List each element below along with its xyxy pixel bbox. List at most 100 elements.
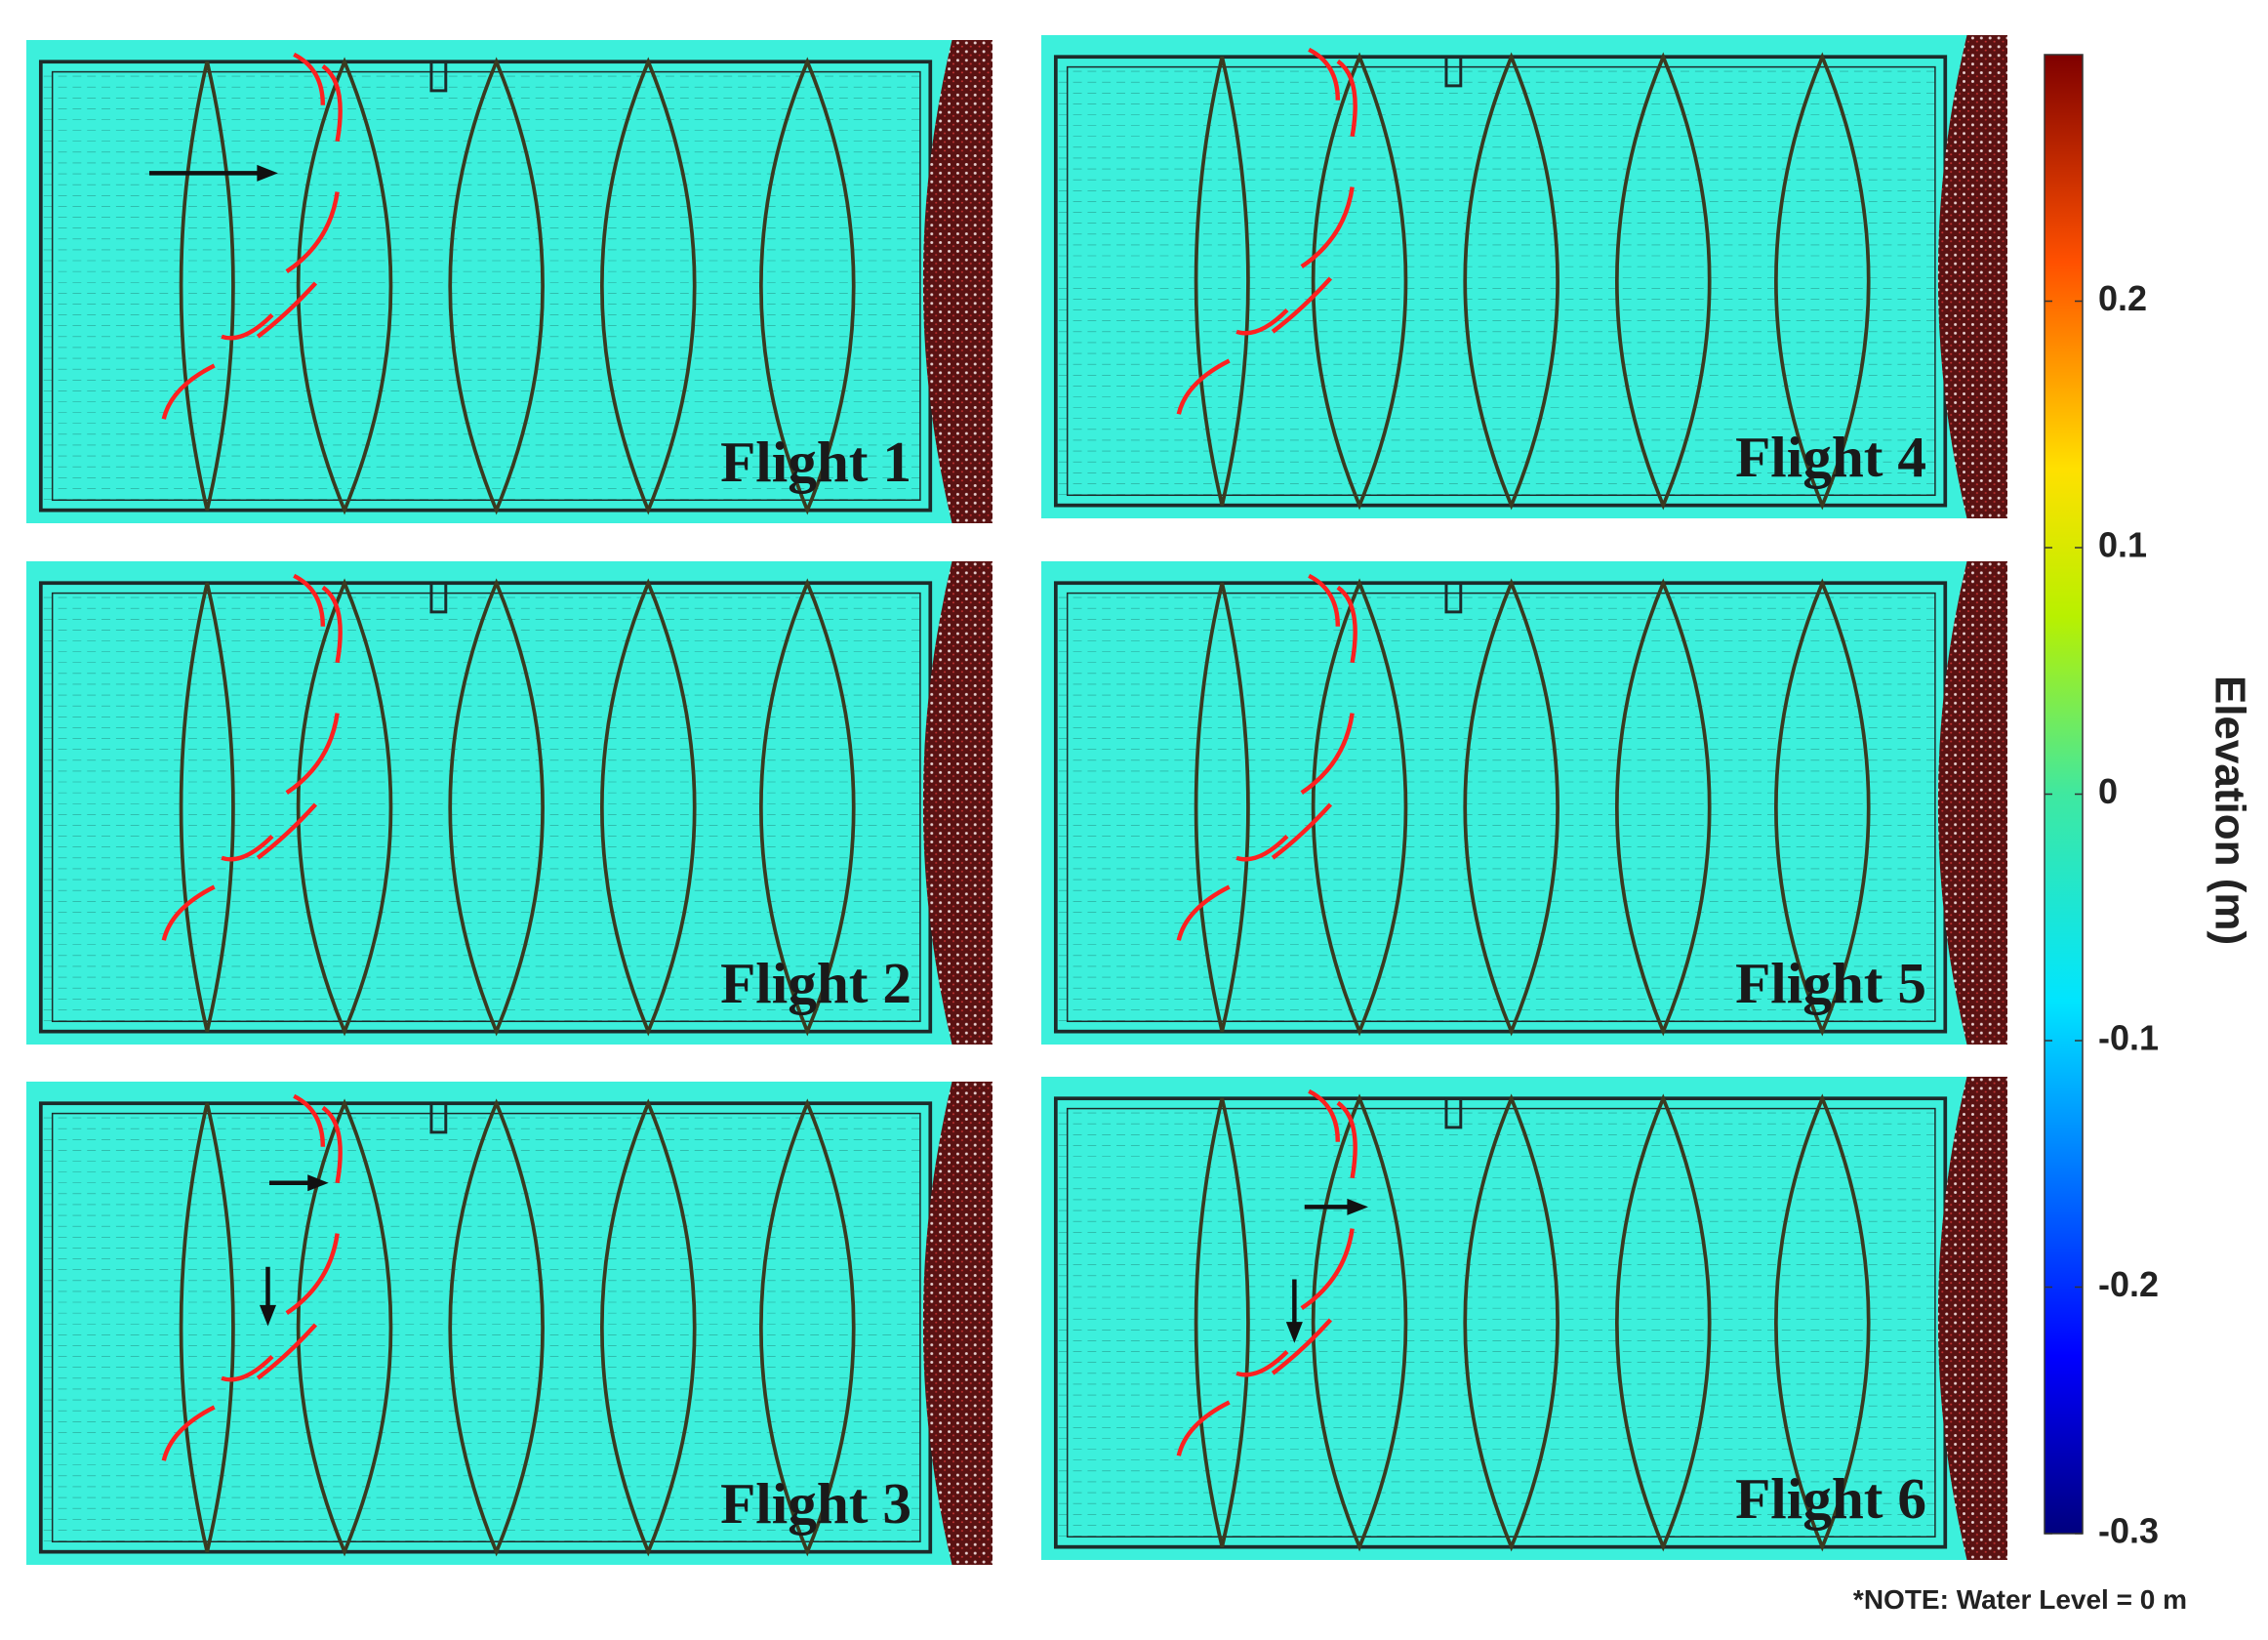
lens: [296, 57, 393, 515]
lens: [296, 1098, 393, 1557]
red-curve: [256, 802, 318, 860]
tank-inner: [1066, 592, 1936, 1023]
lens: [1774, 578, 1871, 1037]
red-curve: [285, 191, 340, 273]
red-curve: [1336, 59, 1357, 138]
red-curve: [1300, 186, 1355, 268]
lens: [600, 57, 697, 515]
lens: [1774, 52, 1871, 511]
red-curve: [221, 1355, 274, 1382]
red-curve: [1300, 1228, 1355, 1310]
lens: [759, 578, 856, 1037]
tank-inner: [51, 592, 921, 1023]
panel-label: Flight 5: [1735, 951, 1926, 1015]
lens: [600, 578, 697, 1037]
lens: [759, 57, 856, 515]
tick-label: 0.2: [2098, 278, 2147, 318]
red-curve: [285, 713, 340, 795]
speckle-region: [1937, 1077, 2007, 1560]
lens: [1774, 1093, 1871, 1552]
tick-label: 0: [2098, 771, 2118, 811]
red-curve: [1271, 276, 1333, 334]
tank-inner: [51, 70, 921, 502]
speckle-region: [1937, 35, 2007, 518]
lens: [1194, 1097, 1250, 1548]
panel: Flight 4: [1041, 35, 2007, 518]
tick-label: 0.1: [2098, 525, 2147, 565]
lens: [600, 1098, 697, 1557]
red-curve: [161, 884, 216, 941]
lens: [1311, 578, 1408, 1037]
tick-label: -0.2: [2098, 1264, 2159, 1304]
lens: [1615, 1093, 1712, 1552]
red-curve: [293, 573, 326, 627]
lens: [179, 582, 235, 1033]
lens: [1615, 578, 1712, 1037]
red-curve: [293, 52, 326, 105]
red-curve: [285, 1233, 340, 1315]
tank-inner: [1066, 1107, 1936, 1538]
lens: [1463, 1093, 1559, 1552]
arrow-head: [1285, 1322, 1303, 1343]
red-curve: [1336, 585, 1357, 664]
red-curve: [293, 1093, 326, 1147]
arrow-head: [307, 1174, 329, 1192]
red-curve: [1271, 802, 1333, 860]
red-curve: [1336, 1100, 1357, 1179]
panel: Flight 1: [26, 40, 992, 523]
panel-label: Flight 3: [720, 1471, 911, 1536]
inlet: [429, 60, 448, 93]
red-curve: [1308, 1088, 1341, 1142]
red-curve: [1308, 573, 1341, 627]
lens: [1463, 578, 1559, 1037]
arrow-head: [259, 1304, 277, 1327]
colorbar-label: Elevation (m): [2206, 676, 2253, 945]
inlet: [1444, 55, 1463, 88]
lens: [179, 61, 235, 512]
lens: [448, 578, 545, 1037]
lens: [1311, 52, 1408, 511]
panel-label: Flight 4: [1735, 425, 1926, 489]
red-curve: [221, 835, 274, 862]
red-curve: [221, 313, 274, 341]
tank-inner: [51, 1112, 921, 1543]
inlet: [1444, 581, 1463, 614]
panel-label: Flight 2: [720, 951, 911, 1015]
tick-label: -0.1: [2098, 1018, 2159, 1058]
arrow-head: [257, 164, 278, 182]
red-curve: [161, 363, 216, 420]
inlet: [429, 1101, 448, 1134]
speckle-region: [922, 561, 992, 1045]
red-curve: [321, 63, 343, 143]
tank-inner: [1066, 65, 1936, 497]
lens: [1311, 1093, 1408, 1552]
inlet: [1444, 1096, 1463, 1129]
red-curve: [256, 1323, 318, 1380]
tick-label: -0.3: [2098, 1511, 2159, 1551]
panel: Flight 3: [26, 1082, 992, 1565]
red-curve: [256, 281, 318, 339]
red-curve: [1308, 47, 1341, 101]
panel-label: Flight 6: [1735, 1466, 1926, 1531]
lens: [448, 1098, 545, 1557]
panel: Flight 5: [1041, 561, 2007, 1045]
panel: Flight 2: [26, 561, 992, 1045]
speckle-region: [922, 40, 992, 523]
lens: [448, 57, 545, 515]
speckle-region: [922, 1082, 992, 1565]
red-curve: [161, 1405, 216, 1461]
inlet: [429, 581, 448, 614]
lens: [759, 1098, 856, 1557]
panel: Flight 6: [1041, 1077, 2007, 1560]
red-curve: [1235, 308, 1289, 336]
lens: [296, 578, 393, 1037]
lens: [179, 1102, 235, 1553]
lens: [1194, 56, 1250, 507]
red-curve: [1176, 884, 1231, 941]
red-curve: [321, 585, 343, 664]
red-curve: [1271, 1318, 1333, 1375]
panel-label: Flight 1: [720, 430, 911, 494]
red-curve: [1235, 1350, 1289, 1377]
lens: [1463, 52, 1559, 511]
